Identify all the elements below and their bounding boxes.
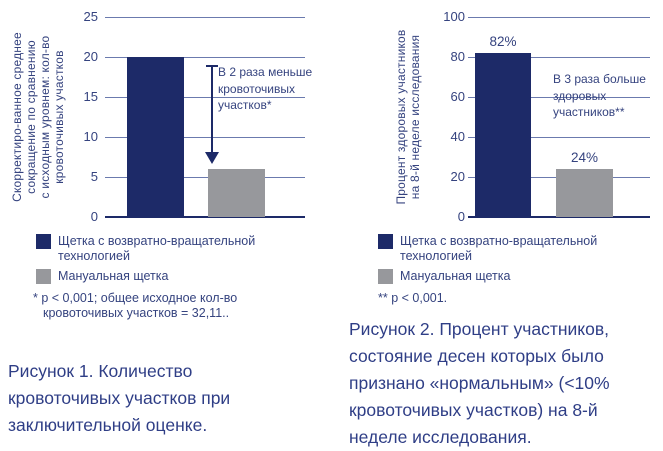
annotation: В 2 раза меньше кровоточивых участков* (218, 64, 328, 114)
chart-figure-1: Скорректиро-ванное среднее сокращение по … (0, 0, 331, 228)
arrow-down-icon (205, 152, 219, 164)
figure-1: Скорректиро-ванное среднее сокращение по … (0, 0, 331, 451)
legend-label-manual-brush: Мануальная щетка (400, 269, 511, 283)
legend-figure-2: Щетка с возвратно-вращательной технологи… (378, 234, 663, 284)
legend-figure-1: Щетка с возвратно-вращательной технологи… (36, 234, 331, 284)
legend-label-manual-brush: Мануальная щетка (58, 269, 169, 283)
y-tick-label: 40 (450, 129, 465, 144)
y-tick-label: 20 (83, 49, 98, 64)
y-axis-label-line: Процент здоровых участников (394, 29, 408, 205)
gridline (468, 137, 650, 138)
y-tick-label: 25 (83, 9, 98, 24)
legend-swatch-manual-brush (36, 269, 51, 284)
y-axis-label-line: Скорректиро-ванное среднее (10, 32, 24, 202)
gridline (105, 177, 305, 178)
footnote-figure-1: * p < 0,001; общее исходное кол-во крово… (33, 291, 331, 321)
annotation-line: здоровых (553, 88, 607, 103)
y-tick-label: 0 (90, 209, 98, 224)
bar-manual-brush (208, 169, 265, 217)
legend-item-power-brush: Щетка с возвратно-вращательной технологи… (378, 234, 663, 264)
gridline (105, 97, 305, 98)
legend-item-manual-brush: Мануальная щетка (378, 269, 663, 284)
gridline (468, 57, 650, 58)
y-tick-label: 100 (443, 9, 465, 24)
y-axis-label: Скорректиро-ванное среднее сокращение по … (10, 5, 66, 229)
gridline (105, 17, 305, 18)
y-axis-label-line: сокращение по сравнению (24, 40, 38, 194)
legend-swatch-power-brush (36, 234, 51, 249)
bar-manual-brush (556, 169, 613, 217)
y-axis-label-line: кровоточивых участков (52, 50, 66, 184)
bar-power-brush (127, 57, 184, 217)
annotation-line: В 2 раза меньше (218, 65, 313, 79)
bar-power-brush (475, 53, 531, 217)
y-axis-label-line: с исходным уровнем: кол-во (38, 35, 52, 199)
y-tick-label: 60 (450, 89, 465, 104)
annotation-line: В 3 раза больше (553, 72, 646, 86)
chart-figure-2: Процент здоровых участников на 8-й неделе… (331, 0, 663, 228)
arrow-top-cap (206, 65, 218, 67)
y-axis-label-line: на 8-й неделе исследования (408, 34, 422, 200)
annotation-line: участников** (553, 105, 625, 119)
footnote-line: * p < 0,001; общее исходное кол-во (33, 291, 238, 305)
footnote-line: кровоточивых участков = 32,11.. (43, 306, 230, 320)
figure-1-caption: Рисунок 1. Количество кровоточивых участ… (8, 361, 231, 435)
y-axis-label: Процент здоровых участников на 8-й неделе… (394, 8, 422, 226)
bar-value-label: 82% (489, 34, 517, 49)
figure-2-caption: Рисунок 2. Процент участников, состояние… (349, 319, 610, 447)
footnote-line: ** p < 0,001. (378, 291, 448, 305)
legend-label-power-brush: Щетка с возвратно-вращательной технологи… (58, 234, 256, 263)
footnote-figure-2: ** p < 0,001. (378, 291, 663, 306)
legend-item-power-brush: Щетка с возвратно-вращательной технологи… (36, 234, 331, 264)
bar-value-label: 24% (570, 150, 599, 165)
legend-swatch-manual-brush (378, 269, 393, 284)
x-axis-line (468, 216, 650, 218)
y-tick-label: 15 (83, 89, 98, 104)
annotation-line: участков* (218, 98, 272, 112)
y-tick-label: 5 (90, 169, 98, 184)
x-axis-line (105, 216, 305, 218)
y-tick-label: 0 (457, 209, 465, 224)
gridline (105, 137, 305, 138)
y-tick-label: 10 (83, 129, 98, 144)
arrow-shaft (211, 66, 213, 152)
figure-2: Процент здоровых участников на 8-й неделе… (331, 0, 663, 451)
legend-item-manual-brush: Мануальная щетка (36, 269, 331, 284)
annotation-line: кровоточивых (218, 81, 295, 96)
legend-swatch-power-brush (378, 234, 393, 249)
gridline (105, 57, 305, 58)
annotation: В 3 раза больше здоровых участников** (553, 71, 663, 121)
gridline (468, 17, 650, 18)
gridline (468, 97, 650, 98)
y-tick-label: 20 (450, 169, 465, 184)
y-tick-label: 80 (450, 49, 465, 64)
legend-label-power-brush: Щетка с возвратно-вращательной технологи… (400, 234, 598, 263)
